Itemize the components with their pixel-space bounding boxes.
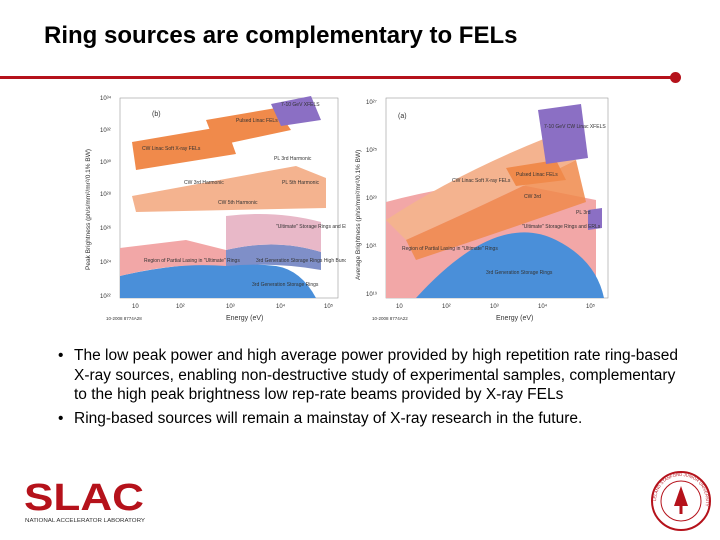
left-footnote: 10-2008 8774A28 xyxy=(106,316,142,321)
left-ytick: 10²⁸ xyxy=(100,191,112,198)
right-region-cw-soft xyxy=(386,138,576,240)
bullet-dot: • xyxy=(58,409,64,427)
right-label-ultimate: "Ultimate" Storage Rings and ERLs xyxy=(522,224,601,230)
title-rule-dot xyxy=(670,72,681,83)
right-label-third: 3rd Generation Storage Rings xyxy=(486,270,553,276)
seal-tree-icon xyxy=(674,486,688,506)
left-ytick: 10²⁶ xyxy=(100,225,112,232)
right-label-pulsed: Pulsed Linac FELs xyxy=(516,172,558,178)
left-xtick: 10 xyxy=(132,304,139,310)
right-ylabel: Average Brightness (ph/s/mm²/mr²/0.1% BW… xyxy=(355,150,362,280)
left-xtick: 10⁴ xyxy=(276,303,286,310)
right-region-pulsed xyxy=(506,160,566,186)
left-label-pl3: PL 3rd Harmonic xyxy=(274,156,312,162)
left-region-partial xyxy=(120,240,226,276)
left-label-xfel: 7-10 GeV XFELS xyxy=(281,102,320,108)
bullet-dot: • xyxy=(58,347,64,364)
left-xtick: 10³ xyxy=(226,304,235,310)
bullet-item: • Ring-based sources will remain a mains… xyxy=(58,409,688,429)
slac-logo-subtitle: NATIONAL ACCELERATOR LABORATORY xyxy=(25,518,146,524)
left-ytick: 10²⁴ xyxy=(100,259,112,266)
left-xtick: 10² xyxy=(176,304,185,310)
left-region-third-gen xyxy=(120,263,316,298)
right-region-pl xyxy=(588,208,602,230)
left-panel-label: (b) xyxy=(152,111,161,118)
left-label-pulsed: Pulsed Linac FELs xyxy=(236,118,278,124)
left-region-harmonics xyxy=(132,166,326,212)
bullet-text: The low peak power and high average powe… xyxy=(74,347,679,403)
right-xtick: 10⁵ xyxy=(586,303,596,310)
right-xtick: 10 xyxy=(396,304,403,310)
right-xtick: 10² xyxy=(442,304,451,310)
right-ytick: 10²³ xyxy=(366,196,377,202)
left-label-cw3: CW 3rd Harmonic xyxy=(184,180,224,186)
left-xlabel: Energy (eV) xyxy=(226,315,263,322)
right-region-xfel xyxy=(538,104,588,164)
left-ytick: 10³⁴ xyxy=(100,95,112,102)
left-ytick: 10³² xyxy=(100,128,111,134)
left-ylabel: Peak Brightness (ph/s/mm²/mr²/0.1% BW) xyxy=(85,149,92,270)
right-label-pl: PL 3rd xyxy=(576,210,591,216)
brightness-figure: (b) 7-10 GeV XFELS Pulsed Linac FELs CW … xyxy=(76,90,616,330)
right-region-orange xyxy=(406,160,586,260)
right-xtick: 10³ xyxy=(490,304,499,310)
bullet-item: • The low peak power and high average po… xyxy=(58,346,688,405)
left-xticks: 10 10² 10³ 10⁴ 10⁵ xyxy=(132,303,334,310)
right-region-third-gen xyxy=(416,232,604,298)
right-footnote: 10-2008 8774A22 xyxy=(372,316,408,321)
left-region-cw-soft xyxy=(132,126,236,170)
right-label-cw-soft: CW Linac Soft X-ray FELs xyxy=(452,178,511,184)
slac-logo: SLAC NATIONAL ACCELERATOR LABORATORY xyxy=(24,478,146,524)
right-xticks: 10 10² 10³ 10⁴ 10⁵ xyxy=(396,303,596,310)
slac-logo-word: SLAC xyxy=(24,478,144,519)
left-region-xfel xyxy=(271,96,321,126)
right-ytick: 10¹⁹ xyxy=(366,291,378,298)
left-label-partial: Region of Partial Lasing in "Ultimate" R… xyxy=(144,258,240,264)
bullet-list: • The low peak power and high average po… xyxy=(58,346,688,432)
right-ytick: 10²¹ xyxy=(366,244,377,250)
right-xlabel: Energy (eV) xyxy=(496,315,533,322)
left-ytick: 10²² xyxy=(100,294,111,300)
left-label-cw-soft: CW Linac Soft X-ray FELs xyxy=(142,146,201,152)
average-brightness-panel: (a) 7-10 GeV CW Linac XFELS CW Linac Sof… xyxy=(346,90,616,330)
right-label-cw: CW 3rd xyxy=(524,194,541,200)
right-panel-label: (a) xyxy=(398,113,407,120)
left-label-ultimate: "Ultimate" Storage Rings and ERLs xyxy=(276,224,355,230)
right-yticks: 10²⁷ 10²⁵ 10²³ 10²¹ 10¹⁹ xyxy=(366,99,378,298)
left-label-cw5: CW 5th Harmonic xyxy=(218,200,258,206)
stanford-seal: LELAND STANFORD JUNIOR UNIVERSITY xyxy=(651,471,711,531)
left-region-high-bunch xyxy=(226,244,321,270)
right-ytick: 10²⁷ xyxy=(366,99,377,106)
left-label-third: 3rd Generation Storage Rings xyxy=(252,282,319,288)
left-label-pl5: PL 5th Harmonic xyxy=(282,180,320,186)
left-xtick: 10⁵ xyxy=(324,303,334,310)
slide-title: Ring sources are complementary to FELs xyxy=(44,22,518,49)
title-rule xyxy=(0,76,676,79)
left-label-third-hb: 3rd Generation Storage Rings High Bunch … xyxy=(256,258,381,264)
right-xtick: 10⁴ xyxy=(538,303,548,310)
left-yticks: 10³⁴ 10³² 10³⁰ 10²⁸ 10²⁶ 10²⁴ 10²² xyxy=(100,95,112,300)
right-label-partial: Region of Partial Lasing in "Ultimate" R… xyxy=(402,246,498,252)
right-ytick: 10²⁵ xyxy=(366,147,378,154)
left-region-pulsed xyxy=(206,108,291,146)
left-region-ultimate xyxy=(226,214,321,252)
left-ytick: 10³⁰ xyxy=(100,159,112,166)
peak-brightness-panel: (b) 7-10 GeV XFELS Pulsed Linac FELs CW … xyxy=(76,90,381,330)
right-label-xfel: 7-10 GeV CW Linac XFELS xyxy=(544,124,606,130)
bullet-text: Ring-based sources will remain a mainsta… xyxy=(74,409,583,427)
